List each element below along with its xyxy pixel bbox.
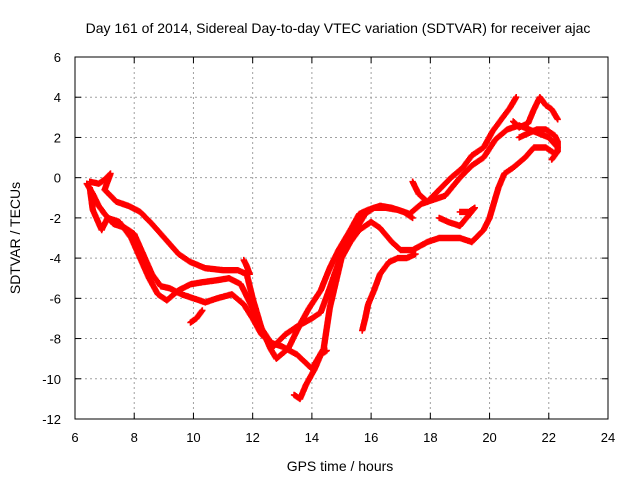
- series-track-11: [187, 307, 206, 326]
- series-markers: [436, 204, 478, 230]
- series-track-7: [510, 94, 561, 131]
- y-tick-label: -8: [49, 332, 61, 347]
- y-tick-label: -4: [49, 251, 61, 266]
- x-tick-label: 16: [364, 430, 378, 445]
- y-tick-label: -2: [49, 211, 61, 226]
- series-track-10: [240, 256, 253, 278]
- y-tick-label: 4: [54, 90, 61, 105]
- x-tick-label: 24: [601, 430, 615, 445]
- x-tick-label: 20: [482, 430, 496, 445]
- y-tick-label: -6: [49, 291, 61, 306]
- series-markers: [409, 94, 520, 205]
- series-track-4: [290, 347, 330, 403]
- x-tick-label: 10: [186, 430, 200, 445]
- series-markers: [86, 170, 416, 362]
- series-markers: [187, 307, 206, 326]
- chart-title: Day 161 of 2014, Sidereal Day-to-day VTE…: [86, 20, 591, 36]
- series-track-8: [436, 204, 478, 230]
- x-tick-label: 22: [542, 430, 556, 445]
- x-tick-label: 14: [305, 430, 319, 445]
- x-axis-label: GPS time / hours: [287, 458, 394, 474]
- series-markers: [510, 94, 561, 131]
- series-track-3: [86, 170, 416, 362]
- data-points: [83, 94, 561, 403]
- series-track-5: [359, 250, 419, 334]
- series-markers: [86, 122, 561, 350]
- y-tick-label: 6: [54, 50, 61, 65]
- plot-frame: [74, 56, 609, 420]
- y-tick-label: 0: [54, 171, 61, 186]
- x-tick-label: 8: [131, 430, 138, 445]
- series-markers: [290, 347, 330, 403]
- x-tick-label: 6: [71, 430, 78, 445]
- series-markers: [359, 250, 419, 334]
- series-markers: [240, 256, 253, 278]
- y-tick-label: -10: [42, 372, 61, 387]
- series-track-6: [409, 94, 520, 205]
- series-track-2: [86, 122, 561, 350]
- x-tick-label: 18: [423, 430, 437, 445]
- y-tick-label: -12: [42, 412, 61, 427]
- series-markers: [516, 126, 561, 163]
- series-track-9: [516, 126, 561, 163]
- x-tick-label: 12: [245, 430, 259, 445]
- y-tick-label: 2: [54, 130, 61, 145]
- y-axis-label: SDTVAR / TECUs: [7, 182, 23, 294]
